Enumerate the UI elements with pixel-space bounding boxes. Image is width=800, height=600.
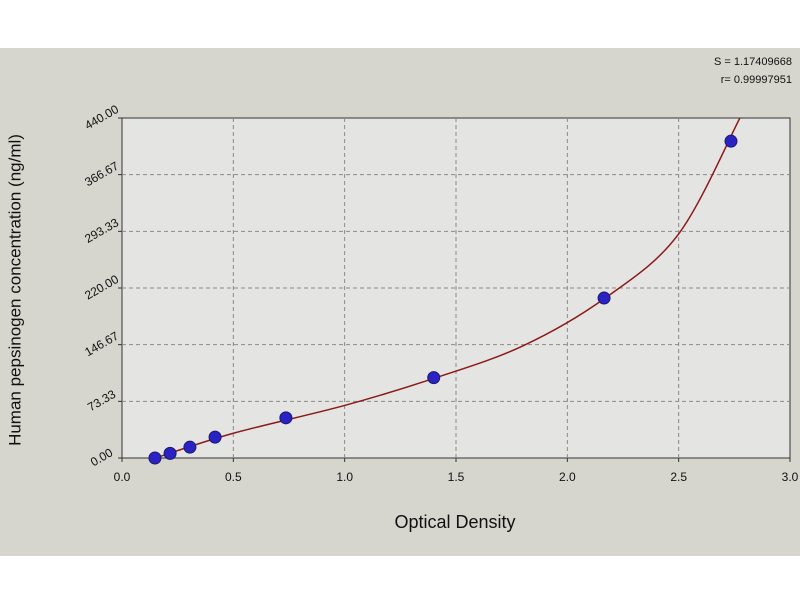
x-tick-label: 1.5 bbox=[448, 470, 465, 484]
data-point bbox=[148, 451, 162, 465]
data-point bbox=[427, 371, 441, 385]
x-tick-label: 2.0 bbox=[559, 470, 576, 484]
x-axis-label: Optical Density bbox=[394, 512, 515, 532]
x-tick-label: 2.5 bbox=[670, 470, 687, 484]
data-point bbox=[597, 291, 611, 305]
x-tick-label: 1.0 bbox=[336, 470, 353, 484]
fit-curve bbox=[155, 117, 741, 459]
data-point bbox=[183, 440, 197, 454]
data-point bbox=[208, 430, 222, 444]
y-axis-label: Human pepsinogen concentration (ng/ml) bbox=[5, 134, 24, 446]
annotation: r= 0.99997951 bbox=[721, 74, 792, 86]
x-tick-label: 0.0 bbox=[114, 470, 131, 484]
data-point bbox=[163, 446, 177, 460]
data-point bbox=[279, 411, 293, 425]
data-point bbox=[724, 134, 738, 148]
x-tick-label: 0.5 bbox=[225, 470, 242, 484]
annotation: S = 1.17409668 bbox=[714, 56, 792, 68]
x-tick-label: 3.0 bbox=[782, 470, 799, 484]
